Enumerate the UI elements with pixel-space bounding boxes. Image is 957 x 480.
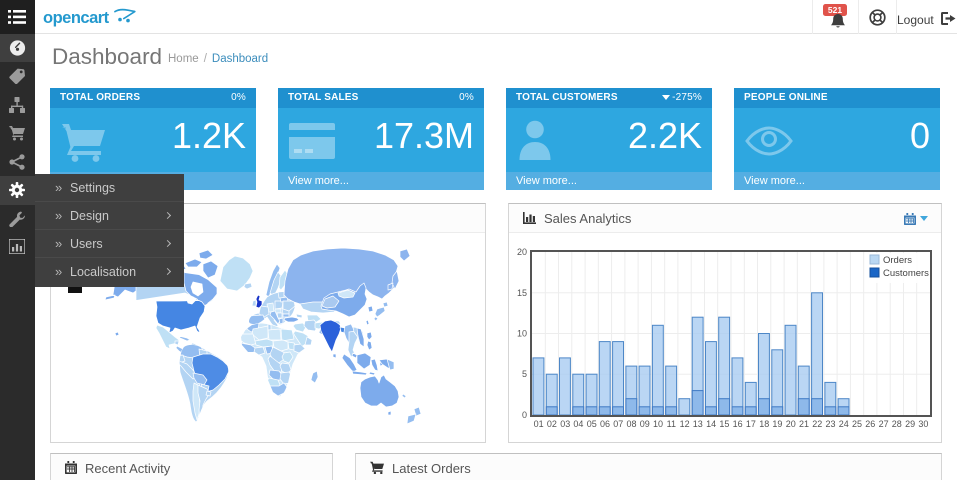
svg-text:10: 10 bbox=[653, 419, 663, 429]
svg-text:13: 13 bbox=[693, 419, 703, 429]
svg-text:07: 07 bbox=[613, 419, 623, 429]
svg-text:06: 06 bbox=[600, 419, 610, 429]
svg-text:5: 5 bbox=[522, 369, 527, 379]
svg-text:0: 0 bbox=[522, 410, 527, 420]
svg-text:26: 26 bbox=[865, 419, 875, 429]
svg-text:01: 01 bbox=[534, 419, 544, 429]
svg-text:08: 08 bbox=[626, 419, 636, 429]
svg-text:20: 20 bbox=[517, 247, 527, 257]
svg-text:14: 14 bbox=[706, 419, 716, 429]
svg-text:16: 16 bbox=[733, 419, 743, 429]
svg-text:18: 18 bbox=[759, 419, 769, 429]
svg-text:29: 29 bbox=[905, 419, 915, 429]
svg-text:24: 24 bbox=[839, 419, 849, 429]
svg-text:15: 15 bbox=[517, 288, 527, 298]
svg-text:25: 25 bbox=[852, 419, 862, 429]
svg-text:04: 04 bbox=[573, 419, 583, 429]
svg-text:22: 22 bbox=[812, 419, 822, 429]
svg-text:09: 09 bbox=[640, 419, 650, 429]
svg-text:17: 17 bbox=[746, 419, 756, 429]
svg-text:02: 02 bbox=[547, 419, 557, 429]
svg-text:19: 19 bbox=[772, 419, 782, 429]
svg-text:28: 28 bbox=[892, 419, 902, 429]
svg-text:11: 11 bbox=[667, 419, 676, 429]
svg-text:20: 20 bbox=[786, 419, 796, 429]
svg-text:30: 30 bbox=[918, 419, 928, 429]
svg-text:21: 21 bbox=[799, 419, 809, 429]
svg-text:10: 10 bbox=[517, 329, 527, 339]
svg-text:05: 05 bbox=[587, 419, 597, 429]
svg-text:15: 15 bbox=[719, 419, 729, 429]
svg-text:Orders: Orders bbox=[883, 255, 912, 266]
svg-text:03: 03 bbox=[560, 419, 570, 429]
svg-text:12: 12 bbox=[680, 419, 690, 429]
svg-text:Customers: Customers bbox=[883, 268, 929, 279]
svg-text:27: 27 bbox=[879, 419, 889, 429]
svg-text:23: 23 bbox=[825, 419, 835, 429]
